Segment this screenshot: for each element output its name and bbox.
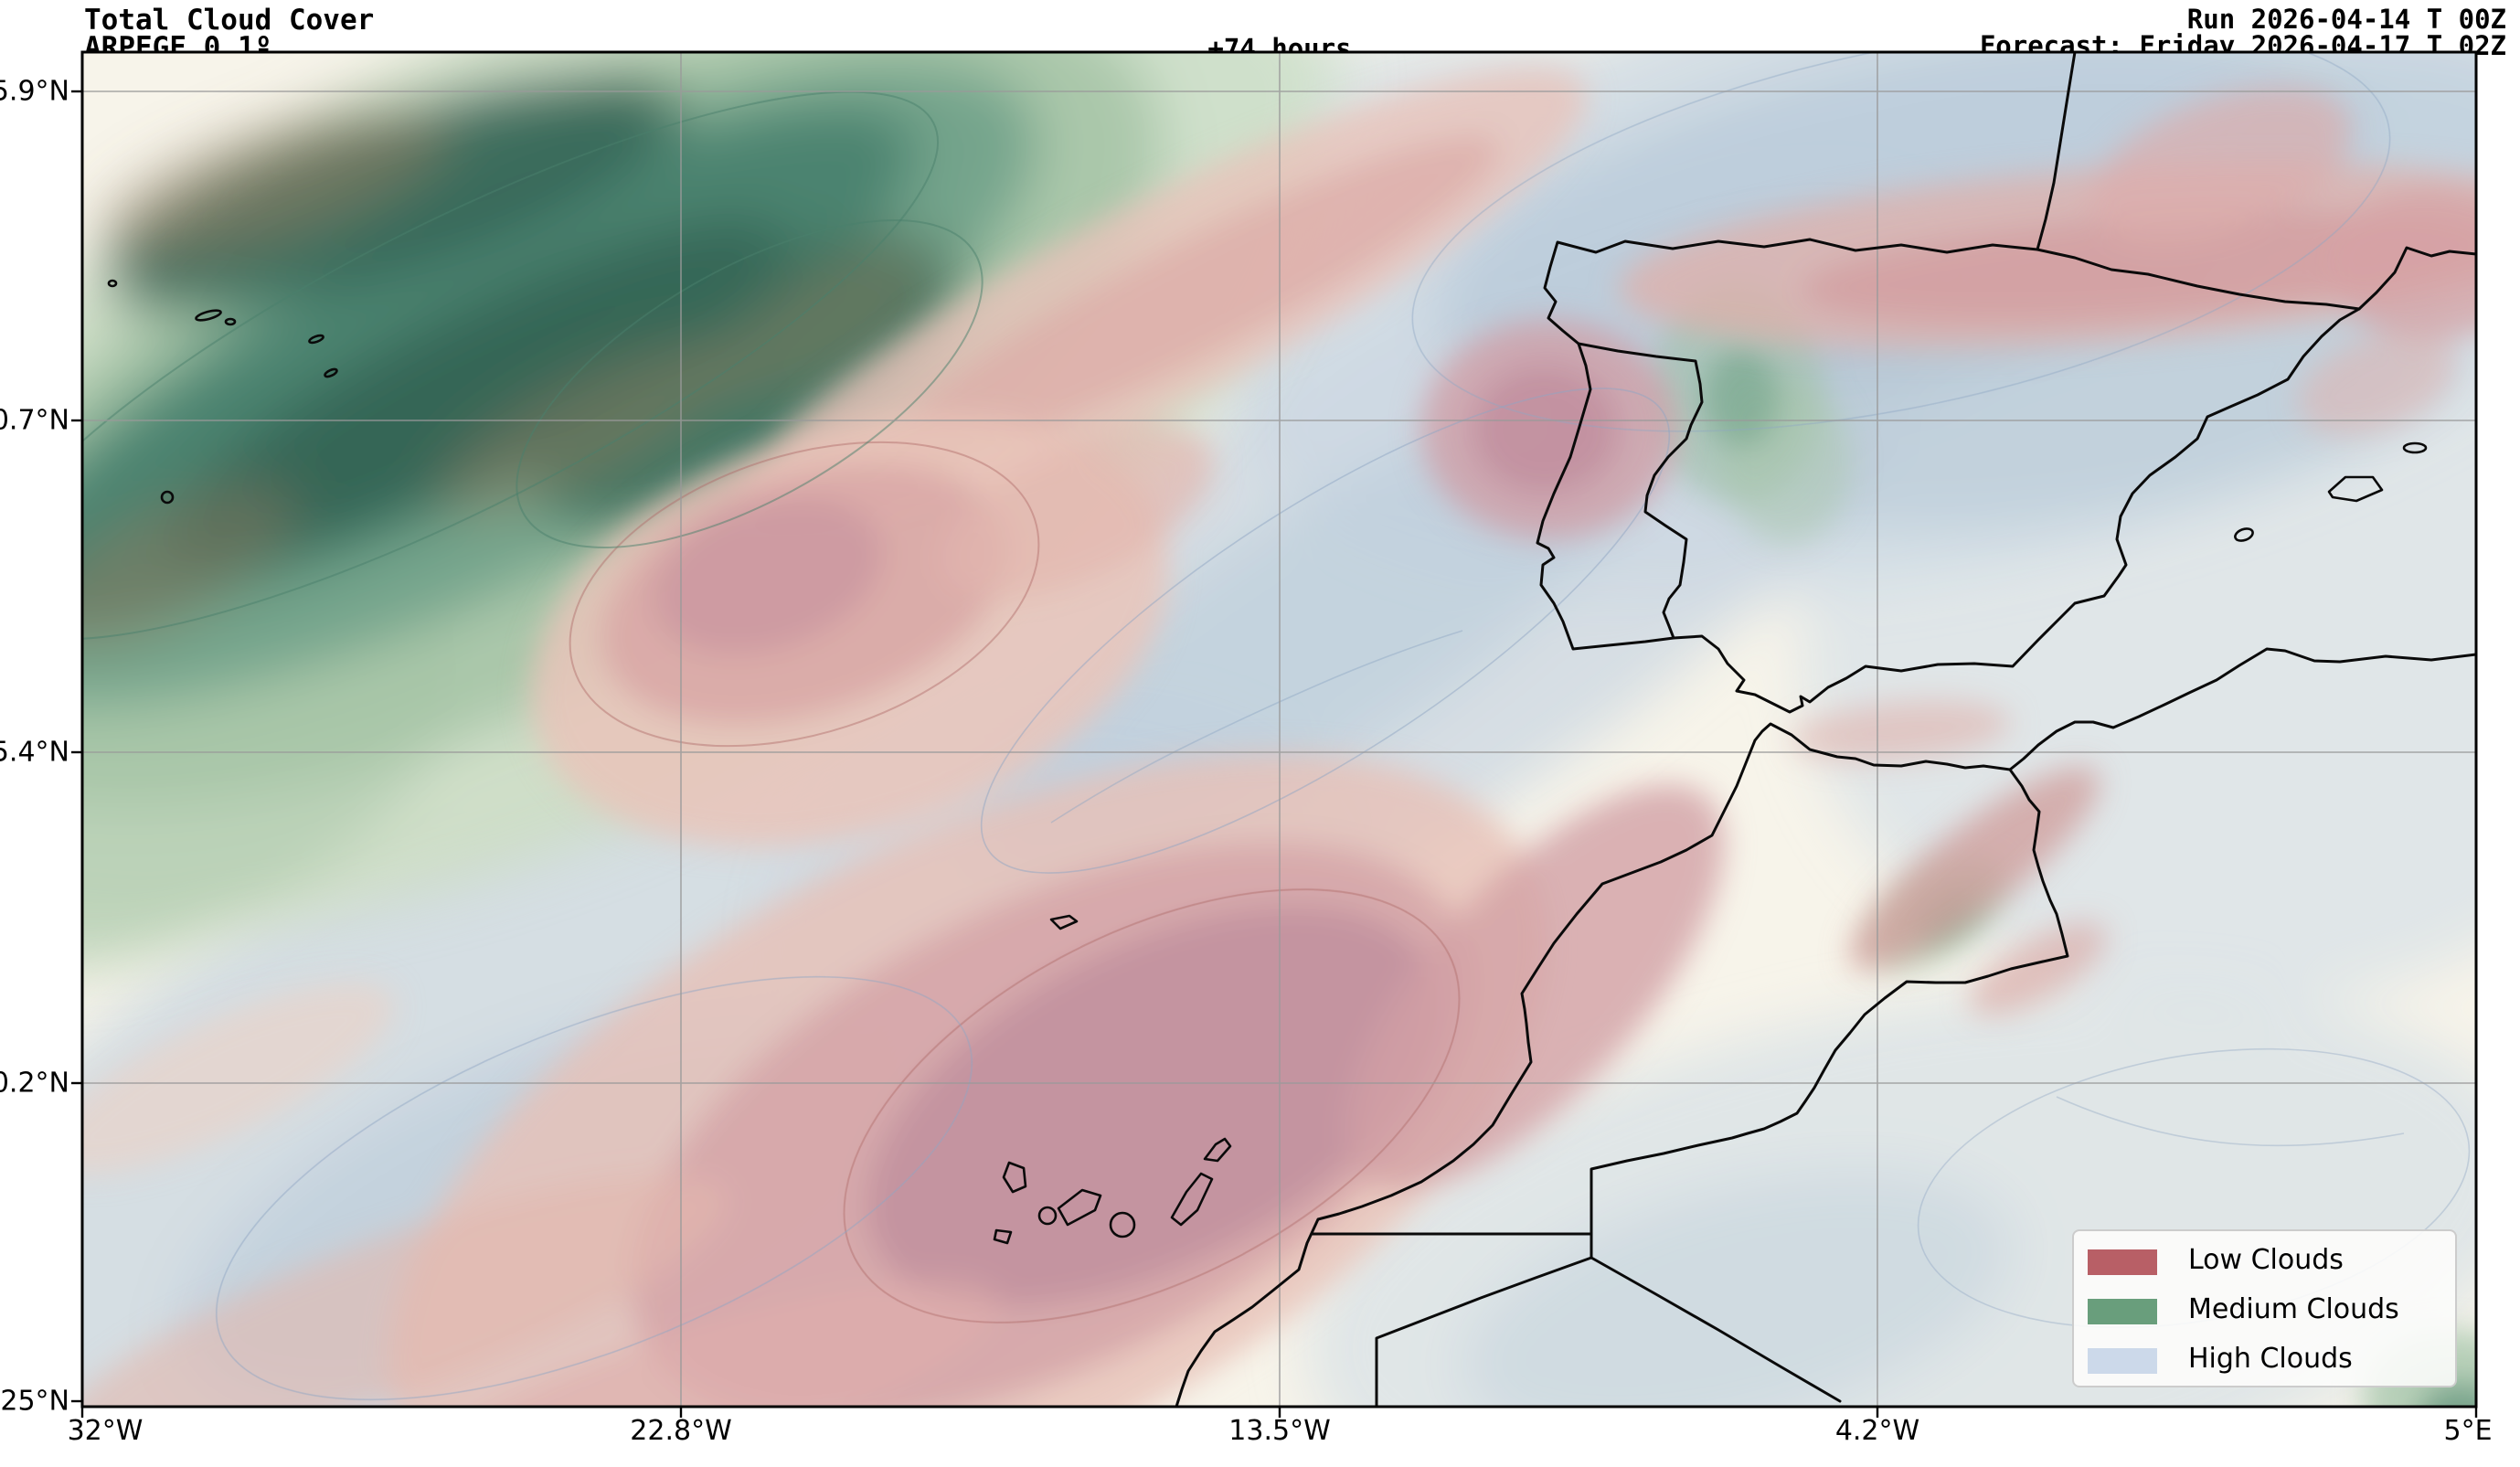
legend-item-medium-clouds: Medium Clouds	[2074, 1292, 2455, 1332]
lat-tick-label: 30.2°N	[0, 1067, 69, 1100]
legend-label-high-clouds: High Clouds	[2188, 1343, 2353, 1375]
plot-frame	[80, 50, 2478, 1409]
coastlines	[1175, 52, 2476, 1407]
border-wsahara-mauritania	[1375, 1256, 1593, 1407]
lon-tick-label: 4.2°W	[1834, 1415, 1920, 1447]
lon-tick-label: 22.8°W	[630, 1415, 732, 1447]
lon-tick-label: 13.5°W	[1228, 1415, 1331, 1447]
border-portugal-spain	[1577, 342, 1704, 640]
legend: Low Clouds Medium Clouds High Clouds	[2072, 1229, 2457, 1387]
legend-label-low-clouds: Low Clouds	[2188, 1244, 2344, 1276]
islands	[107, 279, 2428, 1245]
lat-tick-label: 35.4°N	[0, 736, 69, 769]
legend-swatch-low-clouds	[2088, 1249, 2157, 1275]
coastline-north-africa	[1175, 647, 2476, 1407]
legend-swatch-high-clouds	[2088, 1348, 2157, 1374]
lat-tick-label: 40.7°N	[0, 404, 69, 437]
lat-tick-label: 45.9°N	[0, 75, 69, 108]
run-label: Run 2026-04-14 T 00Z	[2186, 4, 2506, 35]
border-pyrenees	[2036, 248, 2361, 311]
lon-tick-label: 5°E	[2443, 1415, 2493, 1447]
axis-ticks	[71, 90, 2478, 1418]
page-title: Total Cloud Cover	[84, 4, 375, 37]
border-algeria-mauritania	[1590, 1256, 1842, 1403]
gridlines	[82, 52, 2476, 1407]
legend-swatch-medium-clouds	[2088, 1299, 2157, 1324]
legend-label-medium-clouds: Medium Clouds	[2188, 1293, 2399, 1325]
legend-item-high-clouds: High Clouds	[2074, 1341, 2455, 1381]
lon-tick-label: 32°W	[67, 1415, 144, 1447]
border-morocco-algeria	[1590, 768, 2069, 1260]
legend-item-low-clouds: Low Clouds	[2074, 1242, 2455, 1282]
lat-tick-label: 25°N	[0, 1385, 69, 1418]
coastline-iberia-france	[1536, 52, 2476, 714]
